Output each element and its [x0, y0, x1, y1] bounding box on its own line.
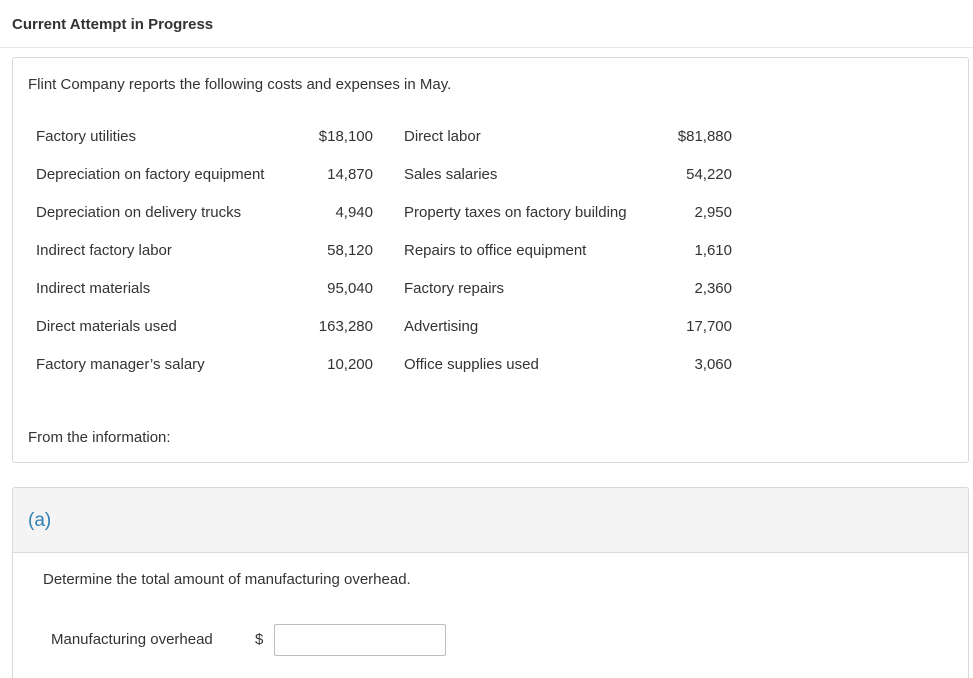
- cost-label: Factory repairs: [404, 280, 505, 297]
- cost-label: Indirect factory labor: [36, 242, 172, 259]
- cost-amount: $18,100: [318, 128, 373, 145]
- cost-amount: $81,880: [677, 128, 732, 145]
- cost-amount: 14,870: [327, 166, 373, 183]
- cost-label: Advertising: [404, 318, 479, 335]
- part-a-box: (a) Determine the total amount of manufa…: [12, 487, 969, 678]
- cost-row: Factory utilities $18,100 Direct labor $…: [13, 128, 970, 148]
- cost-row: Depreciation on delivery trucks 4,940 Pr…: [13, 204, 970, 224]
- cost-amount: 58,120: [327, 242, 373, 259]
- question-text: Determine the total amount of manufactur…: [43, 571, 411, 588]
- cost-amount: 4,940: [335, 204, 373, 221]
- problem-intro: Flint Company reports the following cost…: [28, 76, 452, 93]
- problem-footer: From the information:: [28, 429, 171, 446]
- cost-row: Factory manager’s salary 10,200 Office s…: [13, 356, 970, 376]
- cost-row: Depreciation on factory equipment 14,870…: [13, 166, 970, 186]
- cost-amount: 3,060: [694, 356, 732, 373]
- cost-label: Sales salaries: [404, 166, 498, 183]
- cost-label: Depreciation on delivery trucks: [36, 204, 242, 221]
- cost-amount: 2,360: [694, 280, 732, 297]
- cost-row: Indirect materials 95,040 Factory repair…: [13, 280, 970, 300]
- cost-label: Direct labor: [404, 128, 481, 145]
- cost-amount: 10,200: [327, 356, 373, 373]
- answer-label: Manufacturing overhead: [51, 631, 213, 648]
- cost-label: Direct materials used: [36, 318, 177, 335]
- problem-statement-box: Flint Company reports the following cost…: [12, 57, 969, 463]
- cost-label: Depreciation on factory equipment: [36, 166, 265, 183]
- cost-amount: 1,610: [694, 242, 732, 259]
- header-divider: [0, 47, 973, 48]
- manufacturing-overhead-input[interactable]: [274, 624, 446, 656]
- currency-symbol: $: [255, 631, 264, 648]
- cost-amount: 17,700: [686, 318, 732, 335]
- cost-row: Direct materials used 163,280 Advertisin…: [13, 318, 970, 338]
- cost-amount: 2,950: [694, 204, 732, 221]
- attempt-header: Current Attempt in Progress: [12, 16, 214, 33]
- part-a-header: (a): [13, 488, 968, 553]
- cost-label: Property taxes on factory building: [404, 204, 627, 221]
- cost-row: Indirect factory labor 58,120 Repairs to…: [13, 242, 970, 262]
- cost-amount: 163,280: [318, 318, 373, 335]
- cost-amount: 54,220: [686, 166, 732, 183]
- cost-label: Factory utilities: [36, 128, 137, 145]
- cost-label: Indirect materials: [36, 280, 151, 297]
- cost-label: Repairs to office equipment: [404, 242, 587, 259]
- cost-label: Factory manager’s salary: [36, 356, 205, 373]
- cost-label: Office supplies used: [404, 356, 539, 373]
- cost-amount: 95,040: [327, 280, 373, 297]
- part-label: (a): [28, 510, 52, 531]
